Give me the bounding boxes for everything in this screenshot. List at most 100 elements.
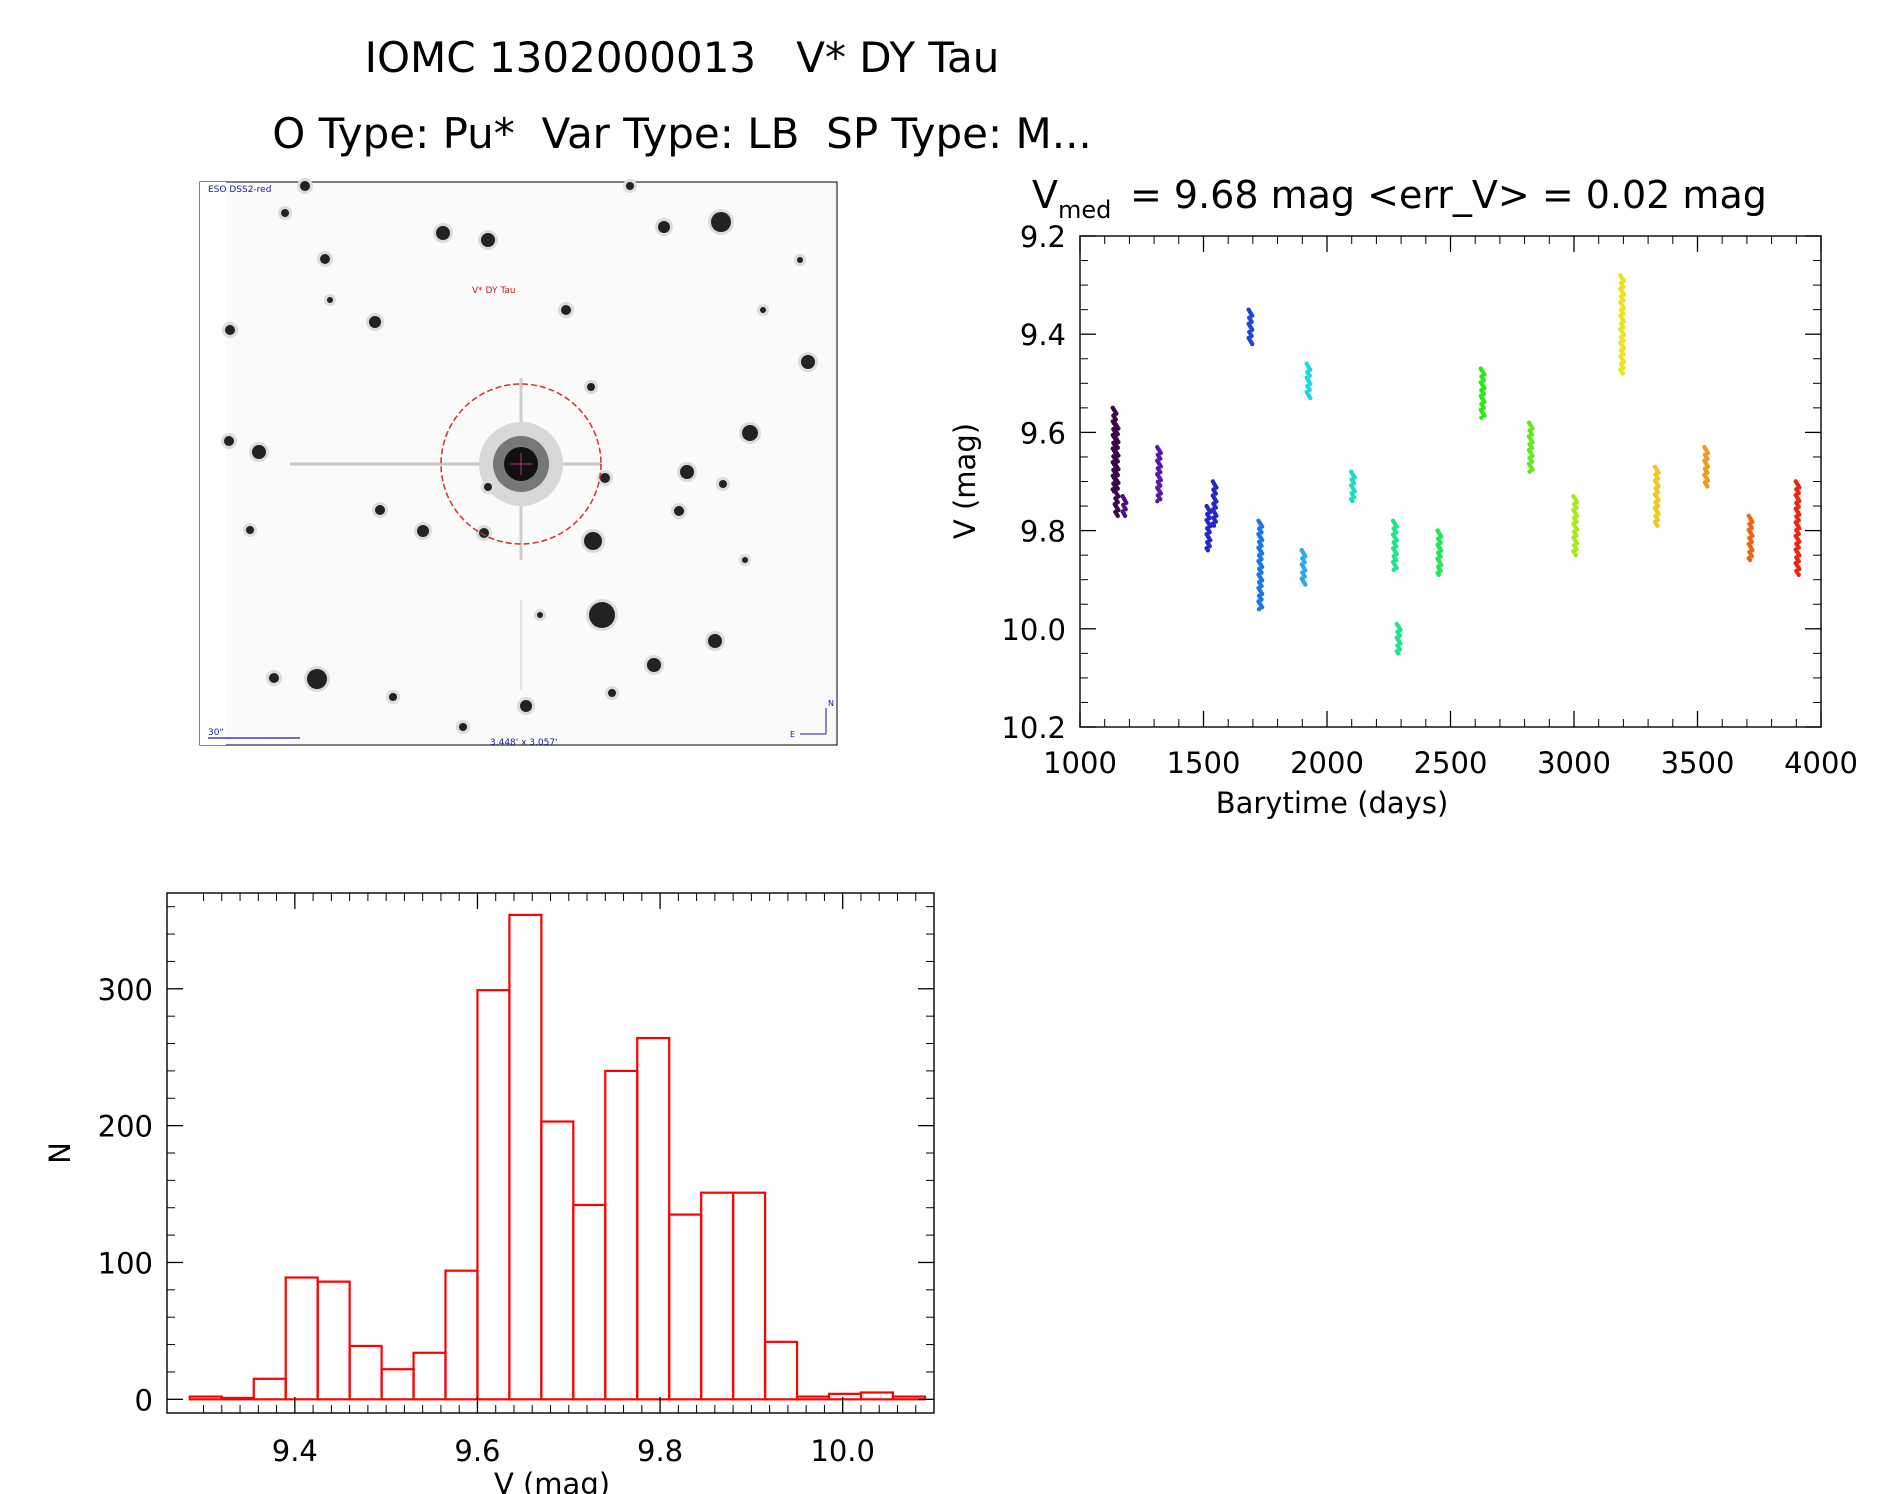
hist-bar: [604, 1069, 639, 1401]
lc-ytick-label: 9.4: [1020, 318, 1066, 352]
hist-bar: [795, 1395, 831, 1401]
field-star: [389, 693, 397, 701]
hist-bar: [444, 1269, 479, 1401]
lc-data-point: [1122, 513, 1128, 519]
field-star: [584, 532, 602, 550]
field-star: [252, 445, 266, 459]
star-field: [221, 178, 818, 734]
field-star: [246, 526, 254, 534]
lc-data-point: [1747, 557, 1753, 563]
field-star: [600, 473, 610, 483]
sky-image-left-margin: [200, 182, 226, 745]
lc-data-point: [1211, 523, 1217, 528]
hist-bar: [859, 1391, 895, 1401]
lc-data-point: [1308, 395, 1313, 401]
survey-label: ESO DSS2-red: [208, 185, 271, 195]
field-star: [647, 658, 661, 672]
histogram-plot: 9.4 9.6 9.8 10.0 0 100 200 300 V (mag) N: [43, 892, 935, 1494]
field-star: [327, 297, 333, 303]
hist-axes-frame: [166, 892, 935, 1414]
lc-data-point: [1395, 651, 1401, 656]
field-star: [742, 557, 748, 563]
lc-data-point: [1303, 582, 1308, 587]
lc-data-point: [1479, 415, 1484, 420]
field-star: [479, 528, 489, 538]
page-subtitle: O Type: Pu* Var Type: LB SP Type: M...: [272, 109, 1092, 158]
target-label: V* DY Tau: [472, 286, 516, 296]
lc-ytick-label: 10.2: [1001, 711, 1066, 745]
field-star: [375, 505, 385, 515]
field-star: [481, 233, 495, 247]
sky-image-panel: ESO DSS2-red V* DY Tau 30" 3.448' x 3.05…: [199, 178, 838, 748]
hist-bar: [348, 1344, 383, 1401]
field-star: [760, 307, 766, 313]
field-star: [320, 254, 330, 264]
lc-xtick-label: 2500: [1414, 746, 1488, 780]
target-circle: [440, 383, 602, 545]
field-star: [680, 465, 694, 479]
field-star: [561, 305, 571, 315]
hist-xtick-label: 9.8: [637, 1434, 683, 1468]
lc-data-point: [1573, 552, 1579, 558]
lc-data-point: [1705, 484, 1710, 489]
hist-bar: [891, 1395, 926, 1401]
lc-data-point: [1350, 498, 1355, 504]
north-label: N: [828, 699, 834, 708]
field-star: [269, 673, 279, 683]
hist-ylabel: N: [43, 1142, 77, 1164]
lc-xtick-label: 3000: [1537, 746, 1611, 780]
hist-ytick-label: 100: [98, 1246, 153, 1280]
hist-bar: [476, 989, 511, 1401]
lc-title-subscript: med: [1058, 196, 1111, 224]
field-star: [711, 212, 731, 232]
hist-bar: [188, 1395, 223, 1401]
hist-xtick-label: 9.4: [272, 1434, 318, 1468]
hist-bar: [412, 1351, 447, 1401]
field-star: [797, 257, 803, 263]
lc-data-point: [1391, 567, 1396, 573]
lc-ytick-label: 9.8: [1020, 515, 1066, 549]
hist-xlabel: V (mag): [494, 1467, 610, 1494]
lc-xtick-label: 3500: [1661, 746, 1735, 780]
field-star: [708, 634, 722, 648]
lc-data-point: [1155, 498, 1160, 504]
lc-data-point: [1115, 513, 1120, 519]
hist-bar: [572, 1203, 607, 1401]
field-star: [225, 325, 235, 335]
lc-data-point: [1256, 606, 1262, 612]
hist-bar: [700, 1191, 735, 1401]
field-star: [369, 316, 381, 328]
hist-bar: [284, 1276, 319, 1401]
lc-data-point: [1205, 548, 1211, 553]
field-star: [307, 669, 327, 689]
field-star: [608, 689, 616, 697]
hist-ytick-label: 300: [98, 973, 153, 1007]
hist-bar: [508, 913, 543, 1401]
lc-data-point: [1436, 572, 1441, 577]
lc-ytick-label: 9.2: [1020, 220, 1066, 254]
lc-title-v: V: [1032, 173, 1058, 217]
lc-data-point: [1796, 572, 1801, 577]
hist-xtick-label: 10.0: [810, 1434, 875, 1468]
hist-ytick-label: 200: [98, 1110, 153, 1144]
field-star: [459, 723, 467, 731]
lc-data-point: [1527, 469, 1532, 474]
field-star: [417, 525, 429, 537]
lc-xtick-label: 4000: [1784, 746, 1858, 780]
hist-bar: [316, 1280, 351, 1401]
hist-bar: [668, 1213, 703, 1401]
hist-bar: [636, 1036, 671, 1401]
hist-bar: [763, 1340, 799, 1401]
lc-ytick-label: 9.6: [1020, 416, 1066, 450]
hist-ytick-label: 0: [135, 1383, 153, 1417]
scale-label: 30": [208, 728, 224, 738]
field-star: [436, 226, 450, 240]
field-star: [719, 480, 727, 488]
page-title: IOMC 1302000013 V* DY Tau: [365, 33, 1000, 82]
field-star: [484, 483, 492, 491]
lc-data-point: [1655, 523, 1660, 528]
field-star: [537, 612, 543, 618]
lc-data-point: [1250, 341, 1255, 347]
hist-bar: [540, 1120, 575, 1401]
